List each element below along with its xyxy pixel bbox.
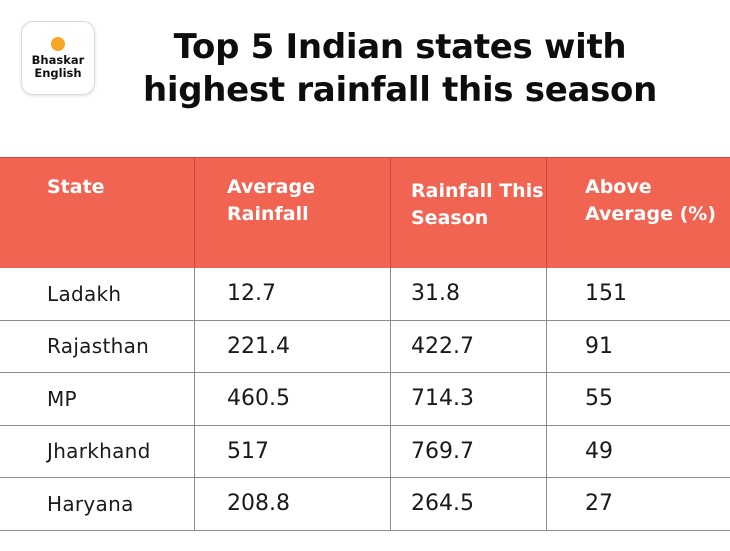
- column-header-rainfall-this-season: Rainfall This Season: [391, 158, 547, 268]
- cell-average-rainfall: 221.4: [195, 320, 391, 372]
- table-row: Jharkhand 517 769.7 49: [0, 425, 730, 478]
- table-row: Ladakh 12.7 31.8 151: [0, 268, 730, 321]
- cell-above-average: 49: [585, 438, 613, 464]
- cell-state: MP: [0, 373, 195, 425]
- cell-average-rainfall: 517: [195, 425, 391, 477]
- cell-above-average: 27: [585, 491, 613, 517]
- sun-icon: [51, 36, 65, 51]
- bhaskar-english-logo: Bhaskar English: [21, 21, 95, 95]
- cell-average-rainfall: 208.8: [195, 478, 391, 530]
- table-header: State Average Rainfall Rainfall This Sea…: [0, 157, 730, 268]
- logo-line-2: English: [34, 65, 82, 80]
- cell-state: Rajasthan: [0, 320, 195, 372]
- cell-rainfall-this-season: 714.3: [391, 373, 547, 425]
- cell-above-average: 91: [585, 333, 613, 359]
- cell-state: Ladakh: [0, 268, 195, 320]
- cell-average-rainfall: 12.7: [195, 268, 391, 320]
- cell-average-rainfall: 460.5: [195, 373, 391, 425]
- rainfall-table: State Average Rainfall Rainfall This Sea…: [0, 157, 730, 531]
- cell-rainfall-this-season: 769.7: [391, 425, 547, 477]
- column-header-average-rainfall: Average Rainfall: [195, 158, 391, 268]
- cell-above-average: 55: [585, 386, 613, 412]
- cell-rainfall-this-season: 422.7: [391, 320, 547, 372]
- column-header-state: State: [0, 158, 195, 268]
- table-row: Haryana 208.8 264.5 27: [0, 478, 730, 531]
- logo-line-1: Bhaskar: [31, 52, 85, 67]
- page-title: Top 5 Indian states with highest rainfal…: [142, 27, 658, 110]
- table-row: Rajasthan 221.4 422.7 91: [0, 320, 730, 373]
- cell-rainfall-this-season: 31.8: [391, 268, 547, 320]
- cell-above-average: 151: [585, 281, 627, 307]
- cell-state: Haryana: [0, 478, 195, 530]
- cell-rainfall-this-season: 264.5: [391, 478, 547, 530]
- cell-state: Jharkhand: [0, 425, 195, 477]
- table-row: MP 460.5 714.3 55: [0, 373, 730, 426]
- column-header-above-average: Above Average (%): [585, 176, 716, 225]
